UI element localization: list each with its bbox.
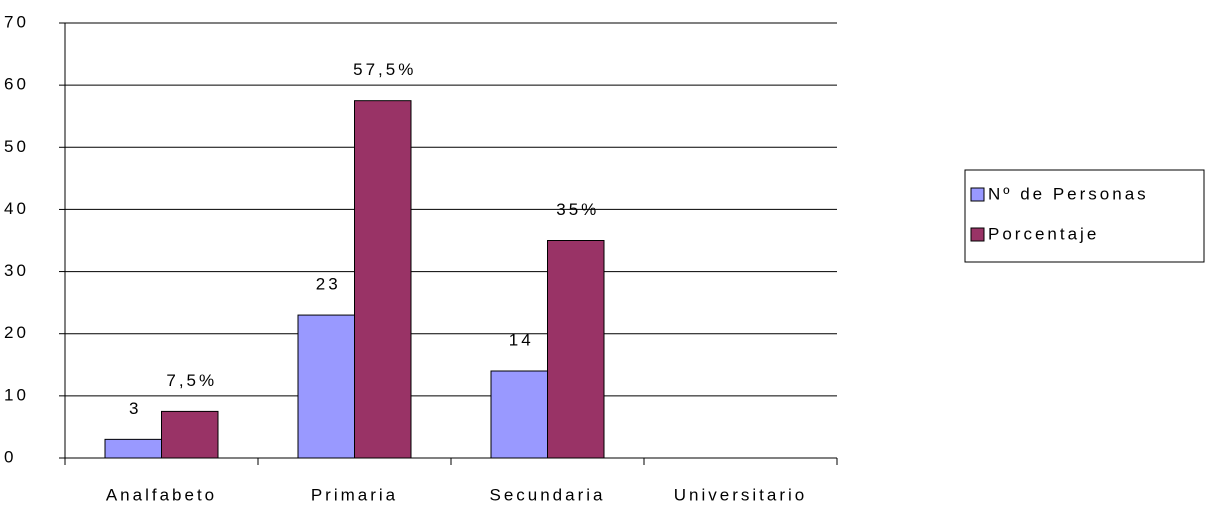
y-tick-label: 60 — [4, 75, 29, 94]
data-label: 14 — [509, 330, 534, 349]
bar — [104, 438, 162, 459]
y-tick-label: 40 — [4, 199, 29, 218]
bar — [297, 314, 355, 459]
y-tick-label: 0 — [4, 447, 16, 466]
data-label: 3 — [129, 399, 141, 418]
bar — [490, 370, 548, 459]
legend-box — [964, 169, 1205, 263]
x-tick-label: Primaria — [311, 485, 398, 504]
x-tick-label: Secundaria — [489, 485, 605, 504]
y-tick-label: 30 — [4, 261, 29, 280]
y-tick-label: 70 — [4, 12, 29, 31]
bar — [161, 410, 219, 459]
y-tick-label: 50 — [4, 137, 29, 156]
x-tick-label: Universitario — [674, 485, 807, 504]
data-label: 7,5% — [166, 371, 217, 390]
legend-swatch — [970, 227, 985, 242]
legend-label: Nº de Personas — [988, 184, 1149, 203]
bar — [547, 240, 605, 459]
bar — [354, 100, 412, 459]
data-label: 23 — [316, 275, 341, 294]
legend-swatch — [970, 187, 985, 202]
y-tick-label: 10 — [4, 385, 29, 404]
y-tick-label: 20 — [4, 323, 29, 342]
legend-label: Porcentaje — [988, 224, 1099, 243]
data-label: 35% — [556, 200, 599, 219]
data-label: 57,5% — [353, 60, 416, 79]
x-tick-label: Analfabeto — [106, 485, 217, 504]
